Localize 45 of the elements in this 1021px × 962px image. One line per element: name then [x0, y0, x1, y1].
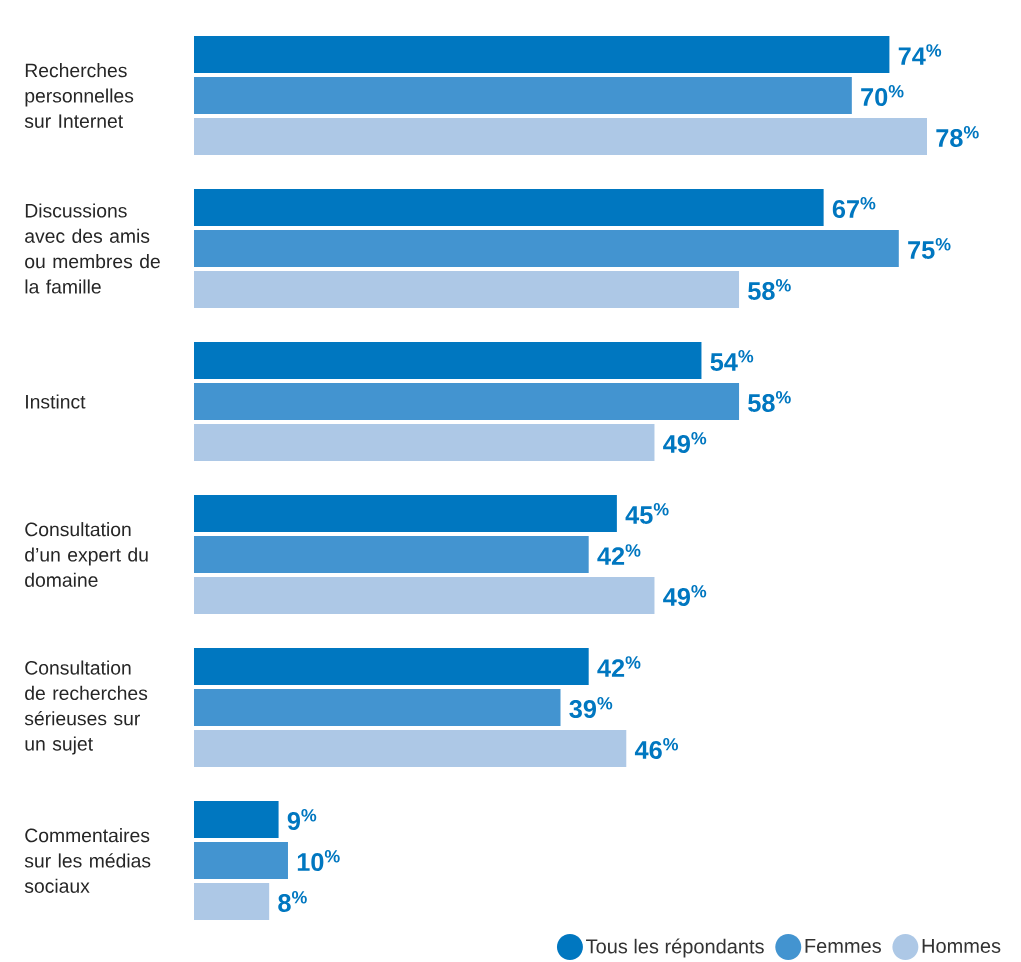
bar — [194, 229, 899, 268]
legend-label: Femmes — [805, 939, 881, 953]
bar — [194, 494, 617, 533]
data-label: 10$^{%}$ — [297, 850, 340, 871]
data-label: 9$^{%}$ — [287, 809, 317, 830]
data-label: 49$^{%}$ — [663, 432, 707, 453]
legend-label: Tous les répondants — [586, 938, 764, 958]
data-label: 58$^{%}$ — [748, 279, 791, 300]
data-label: 42$^{%}$ — [597, 656, 641, 677]
bar — [194, 76, 852, 115]
bar — [194, 729, 627, 768]
bar — [194, 535, 589, 574]
bar — [194, 647, 589, 686]
data-label: 49$^{%}$ — [663, 585, 707, 606]
data-label: 67$^{%}$ — [832, 197, 876, 218]
y-tick-label: Consultation de recherches sérieuses sur un sujet — [24, 660, 148, 755]
y-tick-label: Commentaires sur les médias sociaux — [24, 828, 151, 893]
bar — [194, 800, 279, 839]
bar — [194, 841, 288, 880]
data-label: 39$^{%}$ — [569, 697, 613, 718]
bar — [194, 341, 702, 380]
data-label: 54$^{%}$ — [710, 350, 754, 371]
data-label: 75$^{%}$ — [908, 238, 951, 259]
bar — [194, 882, 270, 921]
bar — [194, 382, 740, 421]
data-label: 78$^{%}$ — [936, 126, 979, 147]
bar — [194, 688, 561, 727]
data-label: 46$^{%}$ — [634, 738, 679, 759]
y-tick-label: Discussions avec des amis ou membres de la famille — [25, 203, 160, 294]
legend-label: Hommes — [922, 939, 1001, 953]
bar — [194, 188, 824, 227]
bar — [194, 423, 655, 462]
data-label: 45$^{%}$ — [625, 503, 669, 524]
data-label: 70$^{%}$ — [861, 85, 904, 106]
bar — [194, 35, 890, 74]
data-label: 8$^{%}$ — [278, 891, 307, 912]
data-label: 58$^{%}$ — [748, 391, 791, 412]
bar — [194, 576, 655, 615]
bar — [194, 117, 927, 156]
y-tick-label: Consultation d’un expert du domaine — [25, 522, 148, 587]
data-label: 42$^{%}$ — [597, 544, 641, 565]
y-tick-label: Instinct — [26, 394, 86, 409]
bar — [194, 270, 740, 309]
y-tick-label: Recherches personnelles sur Internet — [24, 63, 134, 128]
data-label: 74$^{%}$ — [898, 44, 942, 65]
